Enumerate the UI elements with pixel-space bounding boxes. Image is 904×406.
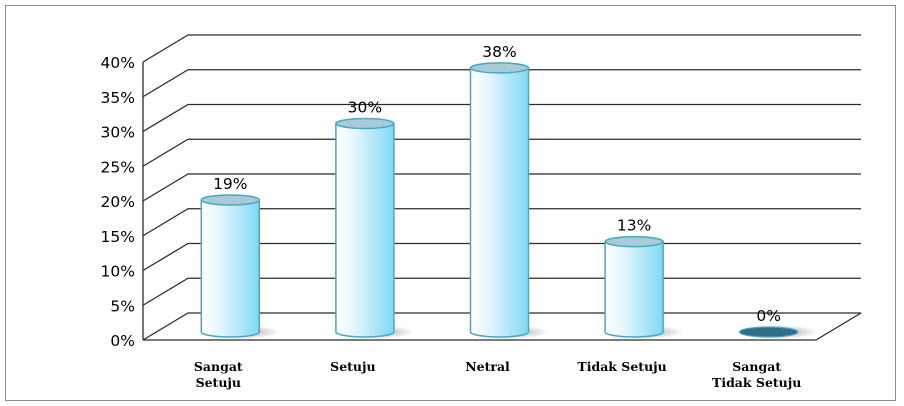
gridline <box>142 69 861 98</box>
gridline <box>142 34 861 63</box>
data-label: 0% <box>756 307 781 325</box>
category-label: Setuju <box>330 359 375 374</box>
y-tick-label: 30% <box>101 124 135 142</box>
chart-frame: 0% 5% 10% 15% 20% 25% 30% 35% 40% 19% 30% 38% 13% 0%… <box>5 5 896 401</box>
bars <box>200 62 799 338</box>
bar-top <box>335 117 395 130</box>
gridline <box>142 138 861 167</box>
data-labels: 19% 30% 38% 13% 0% <box>213 43 781 325</box>
y-tick-label: 40% <box>101 54 135 72</box>
category-label: Netral <box>465 359 510 374</box>
data-label: 19% <box>213 175 247 193</box>
y-axis-labels: 0% 5% 10% 15% 20% 25% 30% 35% 40% <box>101 54 135 350</box>
y-tick-label: 10% <box>101 263 135 281</box>
bar <box>469 67 530 338</box>
y-tick-label: 20% <box>101 193 135 211</box>
y-tick-label: 5% <box>110 297 135 315</box>
data-label: 30% <box>348 99 382 117</box>
bar-top <box>469 62 530 74</box>
y-tick-label: 15% <box>101 228 135 246</box>
bar <box>200 199 261 338</box>
bar-top <box>604 235 664 248</box>
gridline <box>142 208 861 237</box>
gridline <box>142 173 861 202</box>
y-tick-label: 35% <box>101 89 135 107</box>
gridlines <box>142 34 862 341</box>
category-label: Tidak Setuju <box>577 359 666 374</box>
y-tick-label: 0% <box>110 332 135 350</box>
floor-right-edge <box>815 312 862 341</box>
bar-zero-disc <box>739 326 799 338</box>
gridline <box>142 103 861 133</box>
category-labels: Sangat Setuju Setuju Netral Tidak Setuju Sang… <box>194 359 801 390</box>
category-label: Sangat Tidak Setuju <box>712 359 801 390</box>
category-label: Sangat Setuju <box>194 359 243 390</box>
data-label: 38% <box>482 43 516 61</box>
bar <box>335 122 395 338</box>
data-label: 13% <box>617 217 651 235</box>
bar-top <box>200 194 261 206</box>
bar <box>604 240 664 338</box>
bar-chart: 0% 5% 10% 15% 20% 25% 30% 35% 40% 19% 30% 38% 13% 0%… <box>101 34 862 390</box>
y-tick-label: 25% <box>101 158 135 176</box>
